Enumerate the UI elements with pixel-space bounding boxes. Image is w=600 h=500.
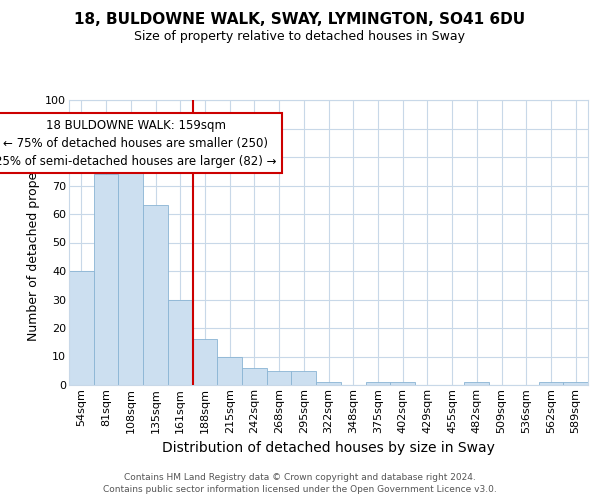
Bar xyxy=(217,356,242,385)
Y-axis label: Number of detached properties: Number of detached properties xyxy=(26,144,40,341)
Bar xyxy=(193,340,217,385)
Text: 18 BULDOWNE WALK: 159sqm
← 75% of detached houses are smaller (250)
25% of semi-: 18 BULDOWNE WALK: 159sqm ← 75% of detach… xyxy=(0,118,277,168)
Bar xyxy=(539,382,563,385)
Bar xyxy=(316,382,341,385)
Bar xyxy=(94,174,118,385)
Text: 18, BULDOWNE WALK, SWAY, LYMINGTON, SO41 6DU: 18, BULDOWNE WALK, SWAY, LYMINGTON, SO41… xyxy=(74,12,526,28)
Bar xyxy=(390,382,415,385)
Text: Contains HM Land Registry data © Crown copyright and database right 2024.
Contai: Contains HM Land Registry data © Crown c… xyxy=(103,472,497,494)
Bar xyxy=(464,382,489,385)
Bar xyxy=(242,368,267,385)
Bar xyxy=(118,160,143,385)
Bar xyxy=(168,300,193,385)
X-axis label: Distribution of detached houses by size in Sway: Distribution of detached houses by size … xyxy=(162,441,495,455)
Bar xyxy=(143,206,168,385)
Text: Size of property relative to detached houses in Sway: Size of property relative to detached ho… xyxy=(134,30,466,43)
Bar xyxy=(563,382,588,385)
Bar xyxy=(365,382,390,385)
Bar xyxy=(69,271,94,385)
Bar xyxy=(267,371,292,385)
Bar xyxy=(292,371,316,385)
